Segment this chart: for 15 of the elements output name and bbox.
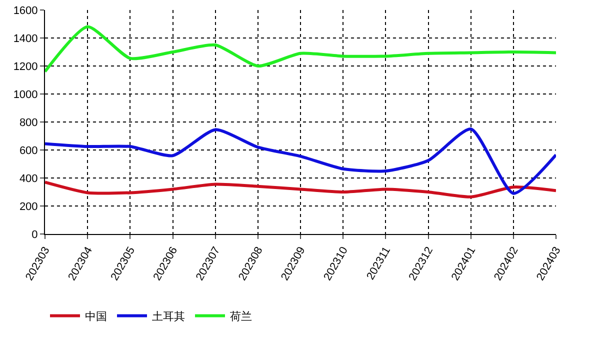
y-tick-label: 800 (19, 116, 38, 129)
y-tick-label: 1400 (13, 32, 38, 45)
line-series (45, 25, 556, 74)
legend-label: 荷兰 (230, 310, 252, 323)
legend-label: 中国 (85, 310, 107, 323)
line-series (45, 180, 556, 198)
y-tick-label: 1200 (13, 60, 38, 73)
y-tick-label: 200 (19, 200, 38, 213)
legend-label: 土耳其 (152, 310, 185, 323)
y-tick-label: 400 (19, 172, 38, 185)
line-series (45, 128, 556, 195)
y-tick-label: 0 (32, 228, 38, 241)
y-tick-label: 600 (19, 144, 38, 157)
y-tick-label: 1000 (13, 88, 38, 101)
y-tick-label: 1600 (13, 4, 38, 17)
